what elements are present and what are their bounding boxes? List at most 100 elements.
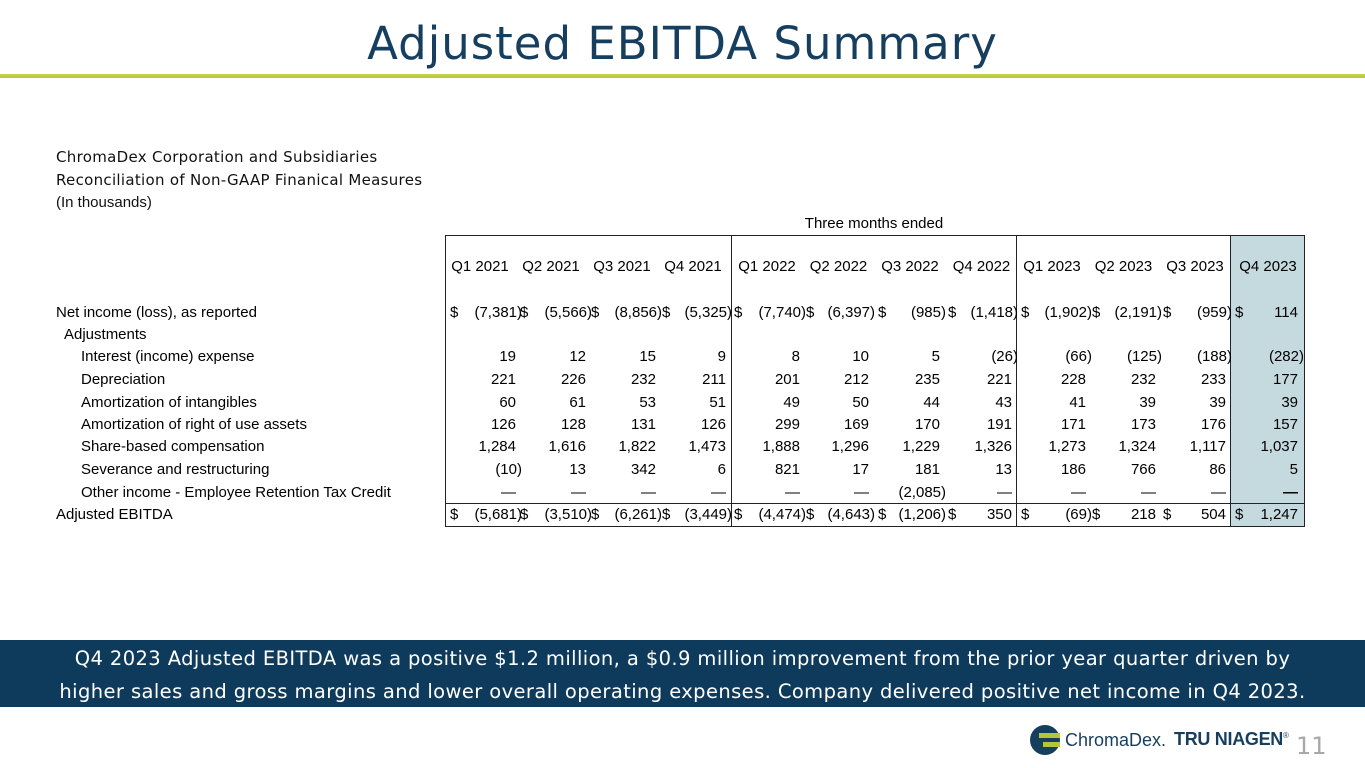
year-divider	[731, 236, 732, 526]
table-cell: 191	[986, 416, 1012, 433]
period-label: Three months ended	[804, 215, 944, 232]
currency-symbol: $	[1092, 506, 1101, 523]
table-cell: 131	[630, 416, 656, 433]
table-cell: 235	[914, 371, 940, 388]
column-header: Q1 2023	[1023, 258, 1081, 275]
table-cell: (1,418)	[970, 304, 1018, 321]
table-cell: (959)	[1196, 304, 1232, 321]
table-cell: 1,229	[902, 438, 940, 455]
table-cell: 1,247	[1260, 506, 1298, 523]
table-row: Adjustments	[0, 326, 1365, 348]
table-cell: (5,681)	[474, 506, 522, 523]
table-cell: —	[785, 484, 800, 501]
table-cell: 1,473	[688, 438, 726, 455]
table-cell: (4,643)	[827, 506, 875, 523]
table-row: Amortization of right of use assets 126 12…	[0, 416, 1365, 438]
year-divider	[1016, 236, 1017, 526]
table-cell: 126	[700, 416, 726, 433]
column-header: Q1 2022	[738, 258, 796, 275]
row-label: Interest (income) expense	[81, 348, 255, 365]
currency-symbol: $	[662, 304, 671, 321]
table-cell: (8,856)	[614, 304, 662, 321]
currency-symbol: $	[1021, 506, 1030, 523]
table-cell: —	[1141, 484, 1156, 501]
table-cell: 1,284	[478, 438, 516, 455]
table-cell: (6,397)	[827, 304, 875, 321]
table-cell: 170	[914, 416, 940, 433]
row-label: Amortization of intangibles	[81, 394, 257, 411]
logo-text-tru-niagen: TRU NIAGEN®	[1174, 729, 1289, 749]
table-cell: (6,261)	[614, 506, 662, 523]
table-cell: —	[711, 484, 726, 501]
table-cell: —	[571, 484, 586, 501]
table-cell: 61	[569, 394, 586, 411]
table-cell: 1,888	[762, 438, 800, 455]
currency-symbol: $	[806, 506, 815, 523]
page-title: Adjusted EBITDA Summary	[367, 17, 998, 70]
table-cell: 128	[560, 416, 586, 433]
table-cell: 60	[499, 394, 516, 411]
table-cell: 13	[995, 461, 1012, 478]
table-cell: 1,117	[1189, 438, 1226, 455]
table-cell: (3,449)	[684, 506, 732, 523]
table-cell: 350	[986, 506, 1012, 523]
table-row: Share-based compensation 1,284 1,616 1,822 1…	[0, 438, 1365, 460]
currency-symbol: $	[450, 506, 459, 523]
row-label: Adjustments	[64, 326, 147, 343]
currency-symbol: $	[878, 506, 887, 523]
currency-symbol: $	[591, 304, 600, 321]
table-cell: (69)	[1065, 506, 1092, 523]
chromadex-logo-icon	[1030, 725, 1060, 755]
table-cell: 186	[1060, 461, 1086, 478]
row-label: Other income - Employee Retention Tax Cr…	[81, 484, 391, 501]
table-cell: 8	[791, 348, 800, 365]
table-cell: 1,326	[974, 438, 1012, 455]
column-header: Q2 2023	[1094, 258, 1153, 275]
table-row: Adjusted EBITDA $ (5,681) $ (3,510) $ (6,261) $…	[0, 506, 1365, 528]
table-cell: 299	[774, 416, 800, 433]
table-cell: 176	[1200, 416, 1226, 433]
table-cell: 212	[843, 371, 869, 388]
table-cell: (1,206)	[898, 506, 946, 523]
row-label: Severance and restructuring	[81, 461, 270, 478]
table-cell: (5,325)	[684, 304, 732, 321]
table-cell: 49	[783, 394, 800, 411]
column-header: Q3 2022	[881, 258, 939, 275]
table-cell: 1,037	[1260, 438, 1298, 455]
table-cell: (10)	[495, 461, 522, 478]
report-subtitle: Reconciliation of Non-GAAP Finanical Mea…	[56, 171, 423, 189]
table-cell: 39	[1209, 394, 1226, 411]
column-header: Q4 2022	[952, 258, 1011, 275]
table-cell: (4,474)	[758, 506, 806, 523]
currency-symbol: $	[1021, 304, 1030, 321]
summary-banner: Q4 2023 Adjusted EBITDA was a positive $…	[0, 640, 1365, 707]
currency-symbol: $	[948, 304, 957, 321]
table-cell: 39	[1281, 394, 1298, 411]
table-cell: 86	[1209, 461, 1226, 478]
table-cell: (282)	[1268, 348, 1304, 365]
table-cell: 1,324	[1118, 438, 1156, 455]
table-cell: —	[501, 484, 516, 501]
table-cell: 233	[1200, 371, 1226, 388]
highlight-column-q4-2023	[1231, 236, 1304, 526]
table-cell: (188)	[1196, 348, 1232, 365]
table-cell: 5	[931, 348, 940, 365]
table-cell: 43	[995, 394, 1012, 411]
table-cell: 171	[1060, 416, 1086, 433]
table-cell: 44	[923, 394, 940, 411]
table-cell: 1,822	[618, 438, 656, 455]
table-row: Net income (loss), as reported $ (7,381) $(…	[0, 304, 1365, 326]
currency-symbol: $	[734, 506, 743, 523]
currency-symbol: $	[1235, 506, 1244, 523]
table-cell: 10	[852, 348, 869, 365]
table-cell: —	[997, 484, 1012, 501]
table-cell: 6	[717, 461, 726, 478]
table-row: Amortization of intangibles 60 61 53 51 49 50 4…	[0, 394, 1365, 416]
table-cell: (3,510)	[544, 506, 592, 523]
table-cell: 51	[709, 394, 726, 411]
table-cell: 157	[1272, 416, 1298, 433]
table-cell: 19	[499, 348, 516, 365]
currency-symbol: $	[662, 506, 671, 523]
row-label: Net income (loss), as reported	[56, 304, 257, 321]
table-cell: 766	[1130, 461, 1156, 478]
